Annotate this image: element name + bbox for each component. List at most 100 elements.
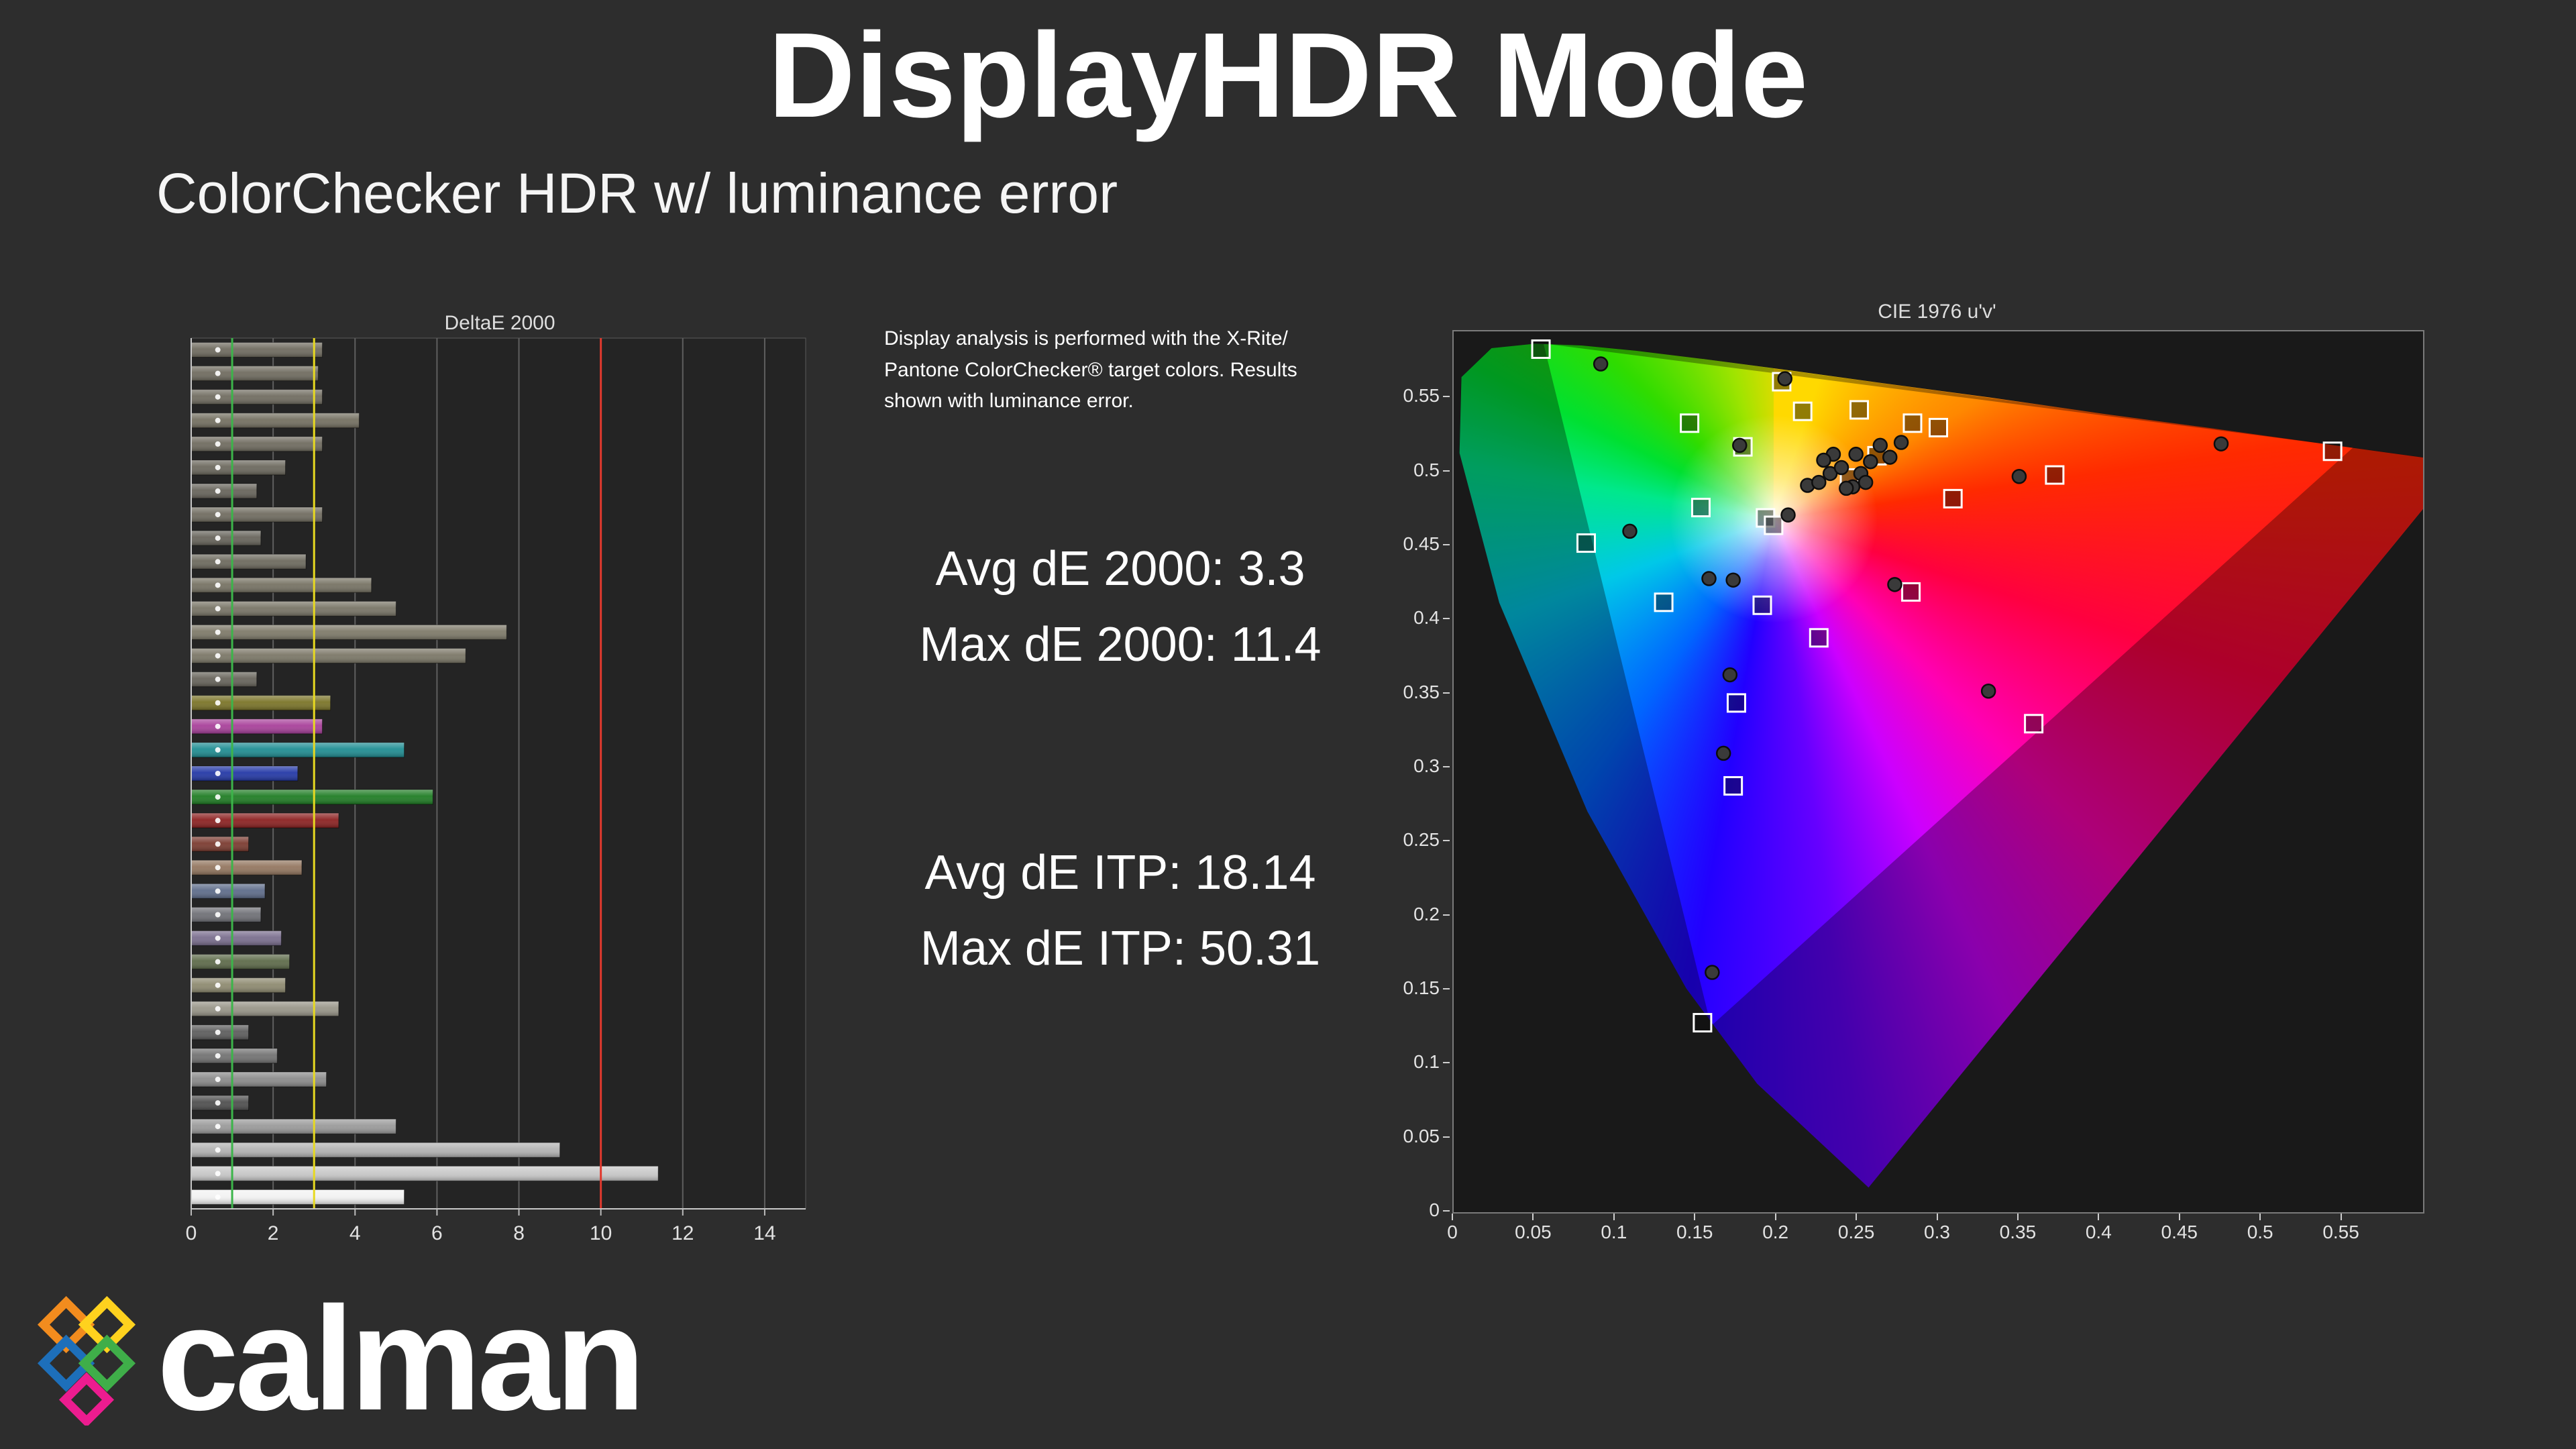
measurement-dot (1715, 745, 1731, 761)
max-de2000-value: Max dE 2000: 11.4 (919, 618, 1322, 672)
cie-x-tick-label: 0.55 (2322, 1222, 2359, 1242)
cie-y-tick-mark (1443, 1062, 1450, 1064)
deltae-chart-panel: DeltaE 2000 0 2 4 6 8 10 12 14 (161, 310, 845, 1259)
bar-marker-dot (215, 347, 221, 353)
page-title: DisplayHDR Mode (767, 8, 1809, 143)
cie-diagram (1452, 330, 2424, 1214)
de2000-metrics: Avg dE 2000: 3.3 Max dE 2000: 11.4 (842, 531, 1399, 683)
target-square (2024, 714, 2044, 734)
calman-logo-icon (37, 1295, 136, 1426)
bar-marker-dot (215, 865, 221, 871)
gamut-triangle-mask (1459, 343, 2423, 1188)
cie-x-tick-mark (2178, 1214, 2180, 1220)
cie-x-tick-mark (1532, 1214, 1534, 1220)
cie-chart-panel: CIE 1976 u'v' 0 0.05 0.1 0.15 0.2 0.25 0.3 0.35… (1389, 290, 2542, 1296)
measurement-dot (1701, 571, 1717, 586)
cie-x-tick-mark (1774, 1214, 1776, 1220)
deltae-x-tick-label: 0 (186, 1222, 197, 1244)
cie-y-tick-label: 0.25 (1403, 829, 1440, 851)
bar-marker-dot (215, 700, 221, 706)
bar-marker-dot (215, 1124, 221, 1130)
bar-marker-dot (215, 582, 221, 588)
bar-marker-dot (215, 512, 221, 518)
page-subtitle: ColorChecker HDR w/ luminance error (156, 162, 1118, 225)
analysis-description: Display analysis is performed with the X… (884, 327, 1297, 412)
target-square (1693, 1013, 1713, 1033)
cie-y-tick-mark (1443, 765, 1450, 767)
cie-x-tick-mark (1694, 1214, 1696, 1220)
bar-marker-dot (215, 394, 221, 400)
deltae-x-tick-label: 14 (753, 1222, 775, 1244)
deltae-x-tick-label: 12 (672, 1222, 694, 1244)
measurement-dot (1980, 683, 1996, 699)
target-square (1531, 339, 1551, 359)
target-square (1792, 401, 1813, 421)
cie-scatter-layer (1459, 339, 2423, 1188)
measurement-dot (1893, 435, 1909, 450)
cie-x-tick-label: 0.4 (2085, 1222, 2112, 1242)
cie-y-tick-label: 0.3 (1413, 755, 1440, 776)
cie-y-tick-mark (1443, 1210, 1450, 1212)
bar-marker-dot (215, 559, 221, 565)
cie-y-tick-label: 0.15 (1403, 977, 1440, 998)
target-square (1929, 417, 1948, 437)
target-square (1726, 693, 1746, 713)
cie-y-tick-mark (1443, 692, 1450, 694)
measurement-dot (1722, 667, 1738, 683)
cie-x-tick-label: 0.3 (1924, 1222, 1950, 1242)
measurement-dot (1858, 474, 1874, 490)
avg-deitp-value: Avg dE ITP: 18.14 (924, 846, 1316, 900)
measurement-dot (1882, 449, 1898, 465)
cie-x-tick-mark (1856, 1214, 1858, 1220)
deltae-x-tick-label: 8 (513, 1222, 525, 1244)
cie-x-tick-label: 0.45 (2161, 1222, 2198, 1242)
cie-y-tick-label: 0.4 (1413, 607, 1440, 629)
measurement-dot (1780, 507, 1796, 523)
measurement-dot (1887, 577, 1902, 592)
measurement-dot (1811, 474, 1827, 490)
bar-marker-dot (215, 959, 221, 965)
target-square (1654, 592, 1674, 612)
cie-x-tick-label: 0.15 (1676, 1222, 1713, 1242)
measurement-dot (1725, 572, 1741, 588)
cie-y-tick-mark (1443, 618, 1450, 620)
bar-marker-dot (215, 488, 221, 494)
target-square (1764, 515, 1784, 535)
target-square (1752, 595, 1772, 615)
cie-x-tick-label: 0.25 (1837, 1222, 1875, 1242)
measurement-dot (1833, 460, 1849, 476)
cie-y-tick-label: 0.1 (1413, 1051, 1440, 1073)
cie-x-tick-mark (2259, 1214, 2261, 1220)
cie-x-tick-label: 0.1 (1601, 1222, 1627, 1242)
bar-marker-dot (215, 441, 221, 447)
bar-marker-dot (215, 464, 221, 470)
cie-x-tick-mark (1613, 1214, 1615, 1220)
bar-marker-dot (215, 771, 221, 776)
cie-x-tick-label: 0.35 (1999, 1222, 2037, 1242)
cie-y-tick-mark (1443, 840, 1450, 842)
bar-marker-dot (215, 653, 221, 659)
bar-marker-dot (215, 747, 221, 753)
cie-chart-title: CIE 1976 u'v' (1878, 301, 1996, 323)
cie-x-tick-mark (2017, 1214, 2019, 1220)
cie-x-tick-mark (2098, 1214, 2100, 1220)
target-square (1690, 498, 1711, 518)
target-square (2045, 465, 2065, 485)
bar-marker-dot (215, 841, 221, 847)
measurement-dot (2011, 469, 2027, 484)
cie-x-tick-mark (1936, 1214, 1938, 1220)
cie-y-tick-mark (1443, 987, 1450, 989)
deltae-x-tick-label: 6 (431, 1222, 443, 1244)
bar-marker-dot (215, 1053, 221, 1059)
bar-marker-dot (215, 370, 221, 376)
bar-marker-dot (215, 723, 221, 729)
target-square (1902, 413, 1923, 433)
calman-logo: calman (32, 1285, 645, 1432)
measurement-dot (1705, 965, 1720, 980)
measurement-dot (1777, 371, 1792, 386)
target-square (1943, 488, 1963, 508)
target-square (1901, 582, 1921, 602)
bar-marker-dot (215, 1194, 221, 1200)
bar-marker-dot (215, 1006, 221, 1012)
